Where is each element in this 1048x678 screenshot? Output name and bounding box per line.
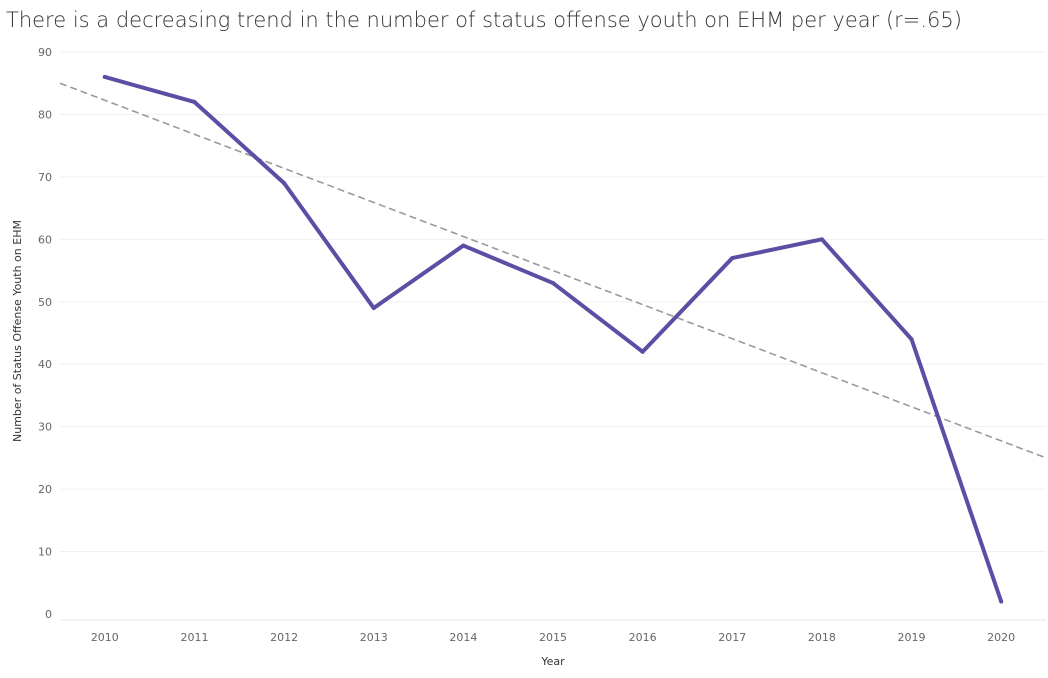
y-tick-label: 0 (45, 608, 52, 621)
chart-title: There is a decreasing trend in the numbe… (6, 8, 962, 32)
data-point[interactable] (282, 181, 287, 186)
x-tick-label: 2020 (987, 631, 1015, 644)
x-tick-label: 2012 (270, 631, 298, 644)
x-axis-title: Year (540, 655, 565, 668)
x-tick-label: 2019 (898, 631, 926, 644)
y-tick-label: 10 (38, 546, 52, 559)
y-tick-label: 30 (38, 421, 52, 434)
data-point[interactable] (909, 337, 914, 342)
data-point[interactable] (371, 306, 376, 311)
y-tick-label: 60 (38, 233, 52, 246)
data-point[interactable] (192, 99, 197, 104)
y-axis-ticks: 0 10 20 30 40 50 60 70 80 90 (38, 46, 52, 621)
data-point[interactable] (551, 281, 555, 286)
x-tick-label: 2018 (808, 631, 836, 644)
x-tick-label: 2011 (180, 631, 208, 644)
gridlines (60, 51, 1046, 553)
x-axis-ticks: 2010 2011 2012 2013 2014 2015 2016 2017 2018 2019… (91, 631, 1015, 644)
data-point[interactable] (999, 599, 1004, 604)
x-tick-label: 2010 (91, 631, 119, 644)
y-tick-label: 70 (38, 171, 52, 184)
data-point[interactable] (730, 256, 735, 261)
series-group (102, 74, 1004, 604)
x-tick-label: 2017 (718, 631, 746, 644)
trend-line (59, 82, 1047, 459)
data-point[interactable] (640, 349, 645, 354)
y-tick-label: 80 (38, 108, 52, 121)
y-tick-label: 50 (38, 296, 52, 309)
x-tick-label: 2014 (449, 631, 477, 644)
x-tick-label: 2016 (629, 631, 657, 644)
data-point[interactable] (819, 237, 824, 242)
y-tick-label: 90 (38, 46, 52, 59)
y-axis-title: Number of Status Offense Youth on EHM (11, 220, 24, 442)
y-tick-label: 40 (38, 358, 52, 371)
data-point[interactable] (102, 74, 107, 79)
data-point[interactable] (461, 243, 466, 248)
series-line (102, 74, 1004, 604)
y-tick-label: 20 (38, 483, 52, 496)
x-tick-label: 2015 (539, 631, 567, 644)
x-tick-label: 2013 (360, 631, 388, 644)
